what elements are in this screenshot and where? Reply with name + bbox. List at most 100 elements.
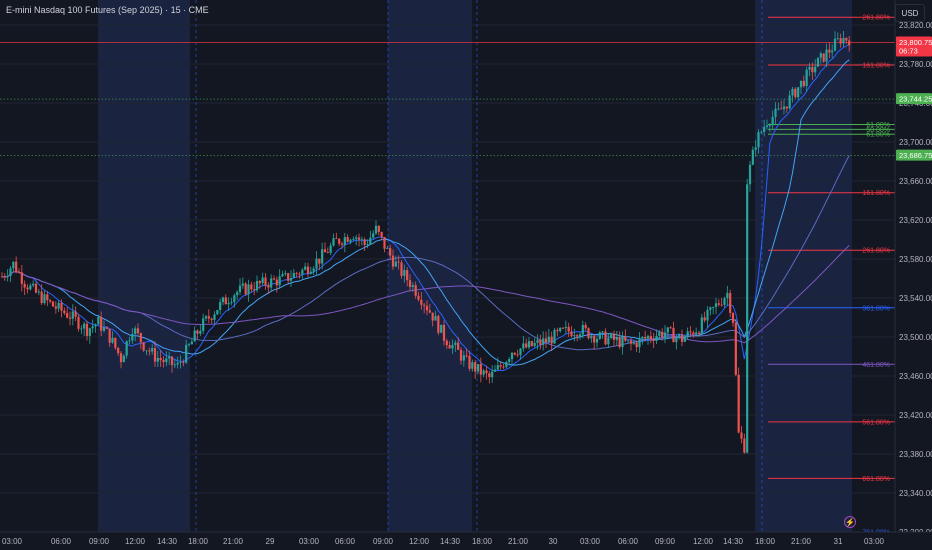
candle-body <box>355 237 358 239</box>
horizontal-price-lines <box>0 42 895 157</box>
candle-body <box>411 285 414 287</box>
candle-body <box>471 362 474 369</box>
candle-body <box>397 261 400 263</box>
candle-body <box>454 342 457 345</box>
candle-body <box>323 249 327 253</box>
candle-body <box>304 266 307 270</box>
candle-body <box>527 341 531 348</box>
candle-body <box>754 147 757 150</box>
currency-button[interactable]: USD <box>895 4 925 22</box>
candlestick-series <box>0 31 851 454</box>
candle-body <box>423 304 426 306</box>
candle-body <box>686 331 689 338</box>
candle-body <box>343 237 346 245</box>
candle-body <box>278 276 281 286</box>
candle-body <box>842 37 845 44</box>
symbol-title[interactable]: E-mini Nasdaq 100 Futures (Sep 2025) · 1… <box>6 5 209 15</box>
candle-body <box>709 307 712 310</box>
candle-body <box>513 352 516 355</box>
candle-body <box>383 236 386 249</box>
candle-body <box>697 332 701 334</box>
candle-body <box>6 275 9 277</box>
candle-body <box>669 327 672 329</box>
candle-body <box>802 80 805 87</box>
candle-body <box>502 366 505 368</box>
candle-body <box>797 87 800 98</box>
candle-body <box>587 328 590 339</box>
candle-body <box>601 331 604 333</box>
lightning-icon[interactable]: ⚡ <box>844 516 856 528</box>
candle-body <box>700 317 703 334</box>
time-tick-label: 12:00 <box>125 537 146 546</box>
candle-body <box>295 273 298 274</box>
price-tick-label: 23,500.00 <box>899 333 932 342</box>
candle-body <box>156 357 159 362</box>
candle-body <box>468 355 471 369</box>
candle-body <box>777 108 780 110</box>
candle-body <box>445 340 448 346</box>
price-tick-label: 23,420.00 <box>899 411 932 420</box>
price-marker-badge <box>896 149 932 161</box>
candle-body <box>374 225 378 234</box>
candle-body <box>386 248 389 249</box>
candle-body <box>839 38 842 44</box>
moving-average-line <box>1 155 850 351</box>
candle-body <box>230 301 233 304</box>
candle-body <box>782 106 786 110</box>
candle-body <box>731 313 735 323</box>
candle-body <box>292 273 295 278</box>
candle-body <box>357 237 361 240</box>
price-tick-label: 23,660.00 <box>899 177 932 186</box>
candle-body <box>329 245 332 253</box>
session-band <box>98 0 190 532</box>
price-tick-label: 23,620.00 <box>899 216 932 225</box>
candle-body <box>32 283 35 286</box>
candle-body <box>578 334 582 337</box>
candle-body <box>570 331 573 337</box>
candle-body <box>658 332 661 336</box>
candle-body <box>757 132 760 148</box>
time-tick-label: 09:00 <box>89 537 110 546</box>
candle-body <box>224 297 227 305</box>
session-bands <box>98 0 852 532</box>
candle-body <box>261 277 264 284</box>
fib-level-label: 50.00% <box>866 127 890 134</box>
candle-body <box>675 337 678 343</box>
candle-body <box>462 355 465 361</box>
candle-body <box>298 273 301 275</box>
candle-body <box>717 303 720 305</box>
candle-body <box>573 335 576 337</box>
price-marker-label: 23,800.75 <box>899 38 932 47</box>
candle-body <box>57 302 60 309</box>
time-axis[interactable]: 03:00 06:00 09:00 12:00 14:30 18:00 21:00 29 03:… <box>0 531 932 550</box>
candle-body <box>831 50 834 53</box>
candle-body <box>289 277 293 281</box>
candle-body <box>77 316 80 329</box>
candle-body <box>646 336 650 339</box>
time-tick-label: 03:00 <box>299 537 320 546</box>
candle-body <box>621 336 624 348</box>
candle-body <box>618 337 621 348</box>
candle-body <box>12 261 15 269</box>
price-axis[interactable]: 23,820.0023,780.0023,740.0023,700.0023,6… <box>894 0 932 550</box>
candle-body <box>236 292 239 296</box>
price-tick-label: 23,380.00 <box>899 450 932 459</box>
candle-body <box>496 365 499 370</box>
price-tick-label: 23,580.00 <box>899 255 932 264</box>
candle-body <box>584 325 587 329</box>
candle-body <box>111 337 114 343</box>
candle-body <box>431 312 434 321</box>
candle-body <box>221 297 225 303</box>
candle-body <box>360 239 363 241</box>
price-tick-label: 23,780.00 <box>899 60 932 69</box>
candle-body <box>312 268 315 272</box>
candle-body <box>567 326 570 332</box>
candle-body <box>17 272 21 273</box>
candle-body <box>159 357 162 360</box>
fib-level-label: 161.80% <box>862 190 890 197</box>
candle-body <box>46 294 49 301</box>
candle-body <box>168 356 171 359</box>
time-tick-label: 12:00 <box>409 537 430 546</box>
candle-body <box>85 323 89 336</box>
